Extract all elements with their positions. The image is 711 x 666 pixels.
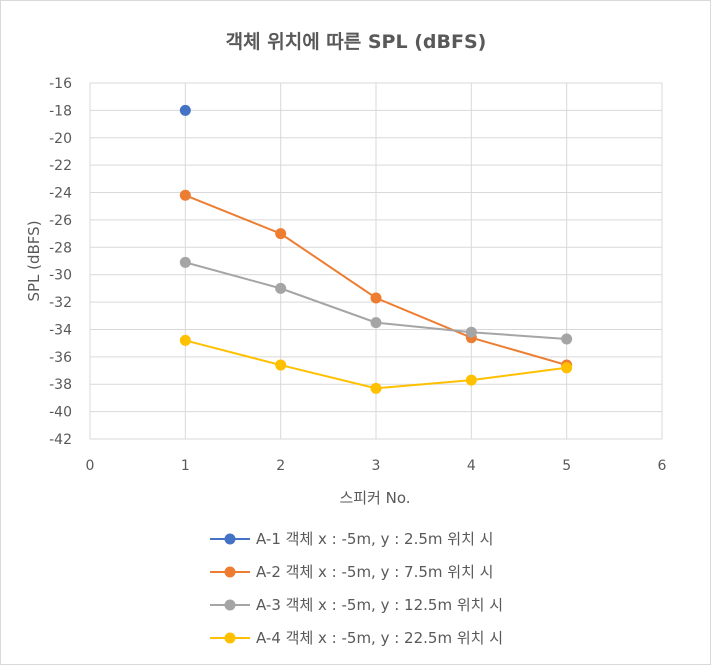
data-point — [370, 292, 382, 304]
legend: A-1 객체 x : -5m, y : 2.5m 위치 시 A-2 객체 x : … — [210, 530, 503, 647]
y-tick-label: -40 — [49, 405, 72, 421]
grid — [89, 82, 663, 440]
x-axis-title: 스피커 No. — [339, 489, 410, 507]
y-tick-label: -42 — [49, 432, 72, 448]
legend-item: A-1 객체 x : -5m, y : 2.5m 위치 시 — [210, 530, 493, 548]
data-point — [465, 326, 477, 338]
series-1 — [179, 104, 191, 116]
series-3 — [179, 256, 573, 345]
legend-label: A-3 객체 x : -5m, y : 12.5m 위치 시 — [256, 596, 503, 614]
data-point — [465, 374, 477, 386]
legend-item: A-4 객체 x : -5m, y : 22.5m 위치 시 — [210, 629, 503, 647]
y-tick-label: -32 — [49, 295, 72, 311]
x-tick-label: 6 — [658, 458, 667, 474]
data-point — [275, 228, 287, 240]
chart-title: 객체 위치에 따른 SPL (dBFS) — [226, 31, 487, 53]
x-tick-label: 3 — [372, 458, 381, 474]
y-tick-label: -38 — [49, 377, 72, 393]
y-tick-label: -28 — [49, 240, 72, 256]
x-tick-label: 5 — [562, 458, 571, 474]
y-axis-title: SPL (dBFS) — [25, 220, 43, 301]
x-tick-labels: 0 1 2 3 4 5 6 — [86, 458, 667, 474]
data-point — [179, 189, 191, 201]
legend-label: A-2 객체 x : -5m, y : 7.5m 위치 시 — [256, 563, 493, 581]
legend-marker — [224, 632, 236, 644]
y-tick-label: -30 — [49, 268, 72, 284]
y-tick-label: -22 — [49, 158, 72, 174]
series-group — [179, 104, 573, 394]
legend-marker — [224, 533, 236, 545]
legend-marker — [224, 566, 236, 578]
y-tick-label: -16 — [49, 76, 72, 92]
data-point — [561, 333, 573, 345]
y-tick-label: -34 — [49, 322, 72, 338]
x-tick-label: 4 — [467, 458, 476, 474]
legend-item: A-3 객체 x : -5m, y : 12.5m 위치 시 — [210, 596, 503, 614]
y-tick-labels: -16 -18 -20 -22 -24 -26 -28 -30 -32 -34 -36 -38 -40 -… — [49, 76, 72, 448]
x-tick-label: 0 — [86, 458, 95, 474]
data-point — [370, 382, 382, 394]
legend-item: A-2 객체 x : -5m, y : 7.5m 위치 시 — [210, 563, 493, 581]
y-tick-label: -36 — [49, 350, 72, 366]
x-tick-label: 1 — [181, 458, 190, 474]
data-point — [561, 362, 573, 374]
data-point — [275, 282, 287, 294]
data-point — [179, 104, 191, 116]
series-4 — [179, 334, 573, 394]
legend-label: A-4 객체 x : -5m, y : 22.5m 위치 시 — [256, 629, 503, 647]
data-point — [370, 317, 382, 329]
y-tick-label: -20 — [49, 131, 72, 147]
data-point — [179, 334, 191, 346]
data-point — [179, 256, 191, 268]
x-tick-label: 2 — [276, 458, 285, 474]
y-tick-label: -26 — [49, 213, 72, 229]
y-tick-label: -24 — [49, 186, 72, 202]
data-point — [275, 359, 287, 371]
legend-marker — [224, 599, 236, 611]
y-tick-label: -18 — [49, 103, 72, 119]
legend-label: A-1 객체 x : -5m, y : 2.5m 위치 시 — [256, 530, 493, 548]
